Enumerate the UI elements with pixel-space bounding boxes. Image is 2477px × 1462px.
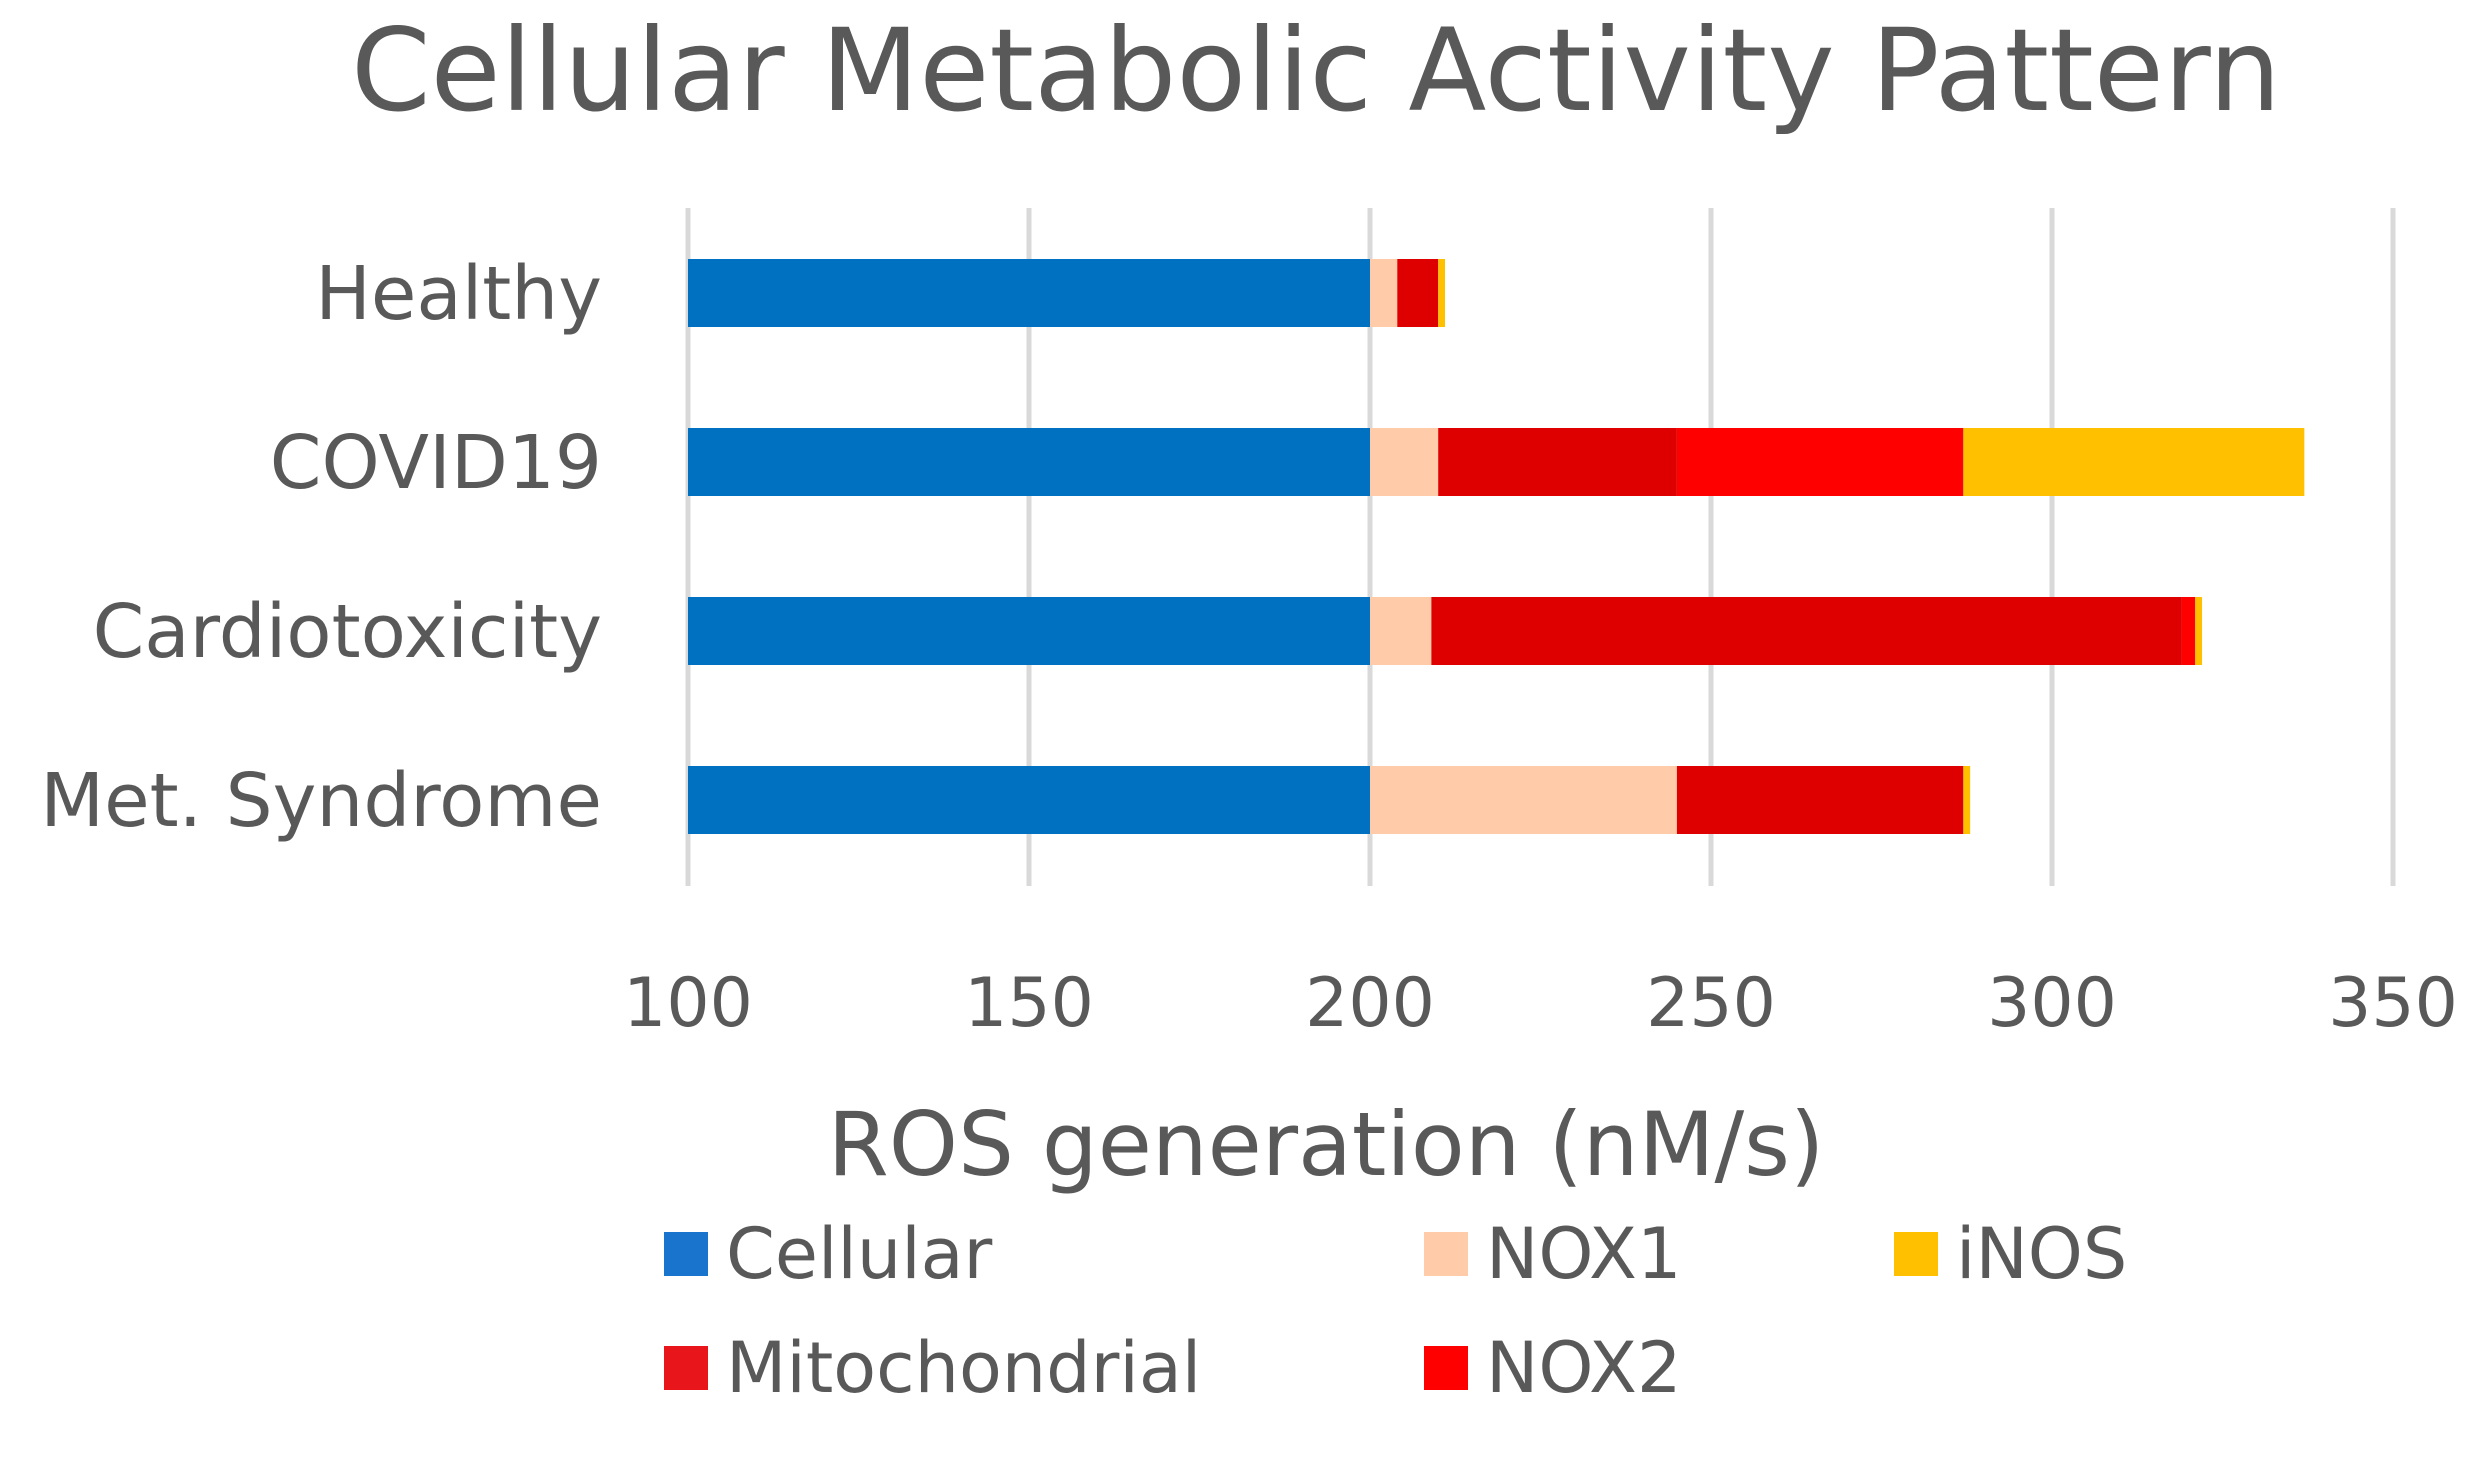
legend-swatch-mitochondrial xyxy=(664,1346,708,1390)
category-label-covid19: COVID19 xyxy=(270,420,602,506)
chart-title: Cellular Metabolic Activity Pattern xyxy=(351,4,2281,137)
x-tick-labels: 100 150 200 250 300 350 xyxy=(623,964,2458,1043)
bar-covid19-cellular xyxy=(688,428,1370,496)
legend-swatch-cellular xyxy=(664,1232,708,1276)
legend-label-mitochondrial: Mitochondrial xyxy=(726,1327,1201,1409)
legend-item-nox1: NOX1 xyxy=(1424,1213,1681,1295)
legend-item-cellular: Cellular xyxy=(664,1213,993,1295)
x-tick-label-100: 100 xyxy=(623,964,753,1043)
x-tick-label-250: 250 xyxy=(1646,964,1776,1043)
bar-covid19-nox2 xyxy=(1676,428,1964,496)
x-tick-label-150: 150 xyxy=(964,964,1094,1043)
bar-cardiotoxicity-nox2 xyxy=(2181,597,2196,665)
legend-label-nox2: NOX2 xyxy=(1486,1327,1681,1409)
bar-met-syndrome-nox1 xyxy=(1370,766,1677,834)
legend-item-nox2: NOX2 xyxy=(1424,1327,1681,1409)
category-label-met-syndrome: Met. Syndrome xyxy=(40,758,602,844)
bar-met-syndrome-mitochondrial xyxy=(1676,766,1964,834)
x-tick-label-350: 350 xyxy=(2328,964,2458,1043)
bars xyxy=(688,259,2305,834)
bar-healthy-nox1 xyxy=(1370,259,1398,327)
legend-label-inos: iNOS xyxy=(1956,1213,2127,1295)
bar-cardiotoxicity-inos xyxy=(2195,597,2203,665)
bar-met-syndrome-inos xyxy=(1963,766,1971,834)
legend-swatch-nox1 xyxy=(1424,1232,1468,1276)
bar-cardiotoxicity-nox1 xyxy=(1370,597,1432,665)
x-tick-label-200: 200 xyxy=(1305,964,1435,1043)
category-labels: Healthy COVID19 Cardiotoxicity Met. Syndrom… xyxy=(40,251,602,844)
x-axis-title: ROS generation (nM/s) xyxy=(828,1093,1825,1196)
bar-healthy-inos xyxy=(1438,259,1446,327)
bar-met-syndrome-cellular xyxy=(688,766,1370,834)
category-label-healthy: Healthy xyxy=(315,251,602,337)
legend-item-inos: iNOS xyxy=(1894,1213,2127,1295)
legend-label-nox1: NOX1 xyxy=(1486,1213,1681,1295)
legend-swatch-nox2 xyxy=(1424,1346,1468,1390)
bar-cardiotoxicity-mitochondrial xyxy=(1431,597,2182,665)
bar-healthy-mitochondrial xyxy=(1397,259,1439,327)
legend-item-mitochondrial: Mitochondrial xyxy=(664,1327,1201,1409)
bar-covid19-inos xyxy=(1963,428,2305,496)
bar-covid19-mitochondrial xyxy=(1438,428,1677,496)
legend: Cellular NOX1 iNOS Mitochondrial NOX2 xyxy=(664,1213,2127,1409)
category-label-cardiotoxicity: Cardiotoxicity xyxy=(93,589,602,675)
bar-healthy-cellular xyxy=(688,259,1370,327)
legend-label-cellular: Cellular xyxy=(726,1213,993,1295)
bar-cardiotoxicity-cellular xyxy=(688,597,1370,665)
x-tick-label-300: 300 xyxy=(1987,964,2117,1043)
bar-covid19-nox1 xyxy=(1370,428,1439,496)
legend-swatch-inos xyxy=(1894,1232,1938,1276)
